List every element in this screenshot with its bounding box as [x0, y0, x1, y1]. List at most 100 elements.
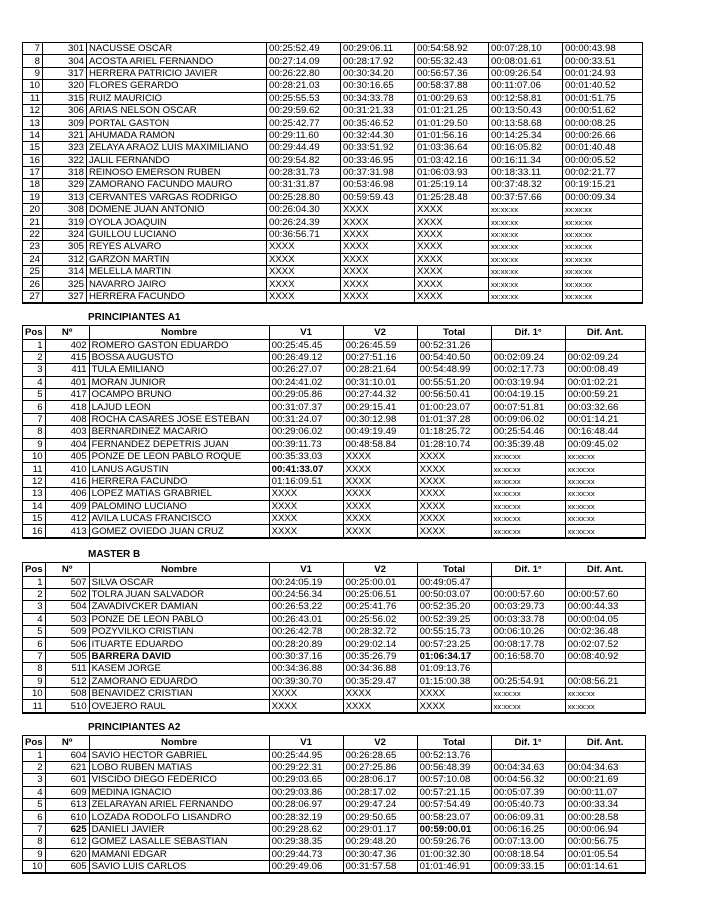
cell-pos: 7 — [22, 41, 43, 56]
cell-pos: 9 — [22, 674, 46, 689]
cell-diff-prev: 00:01:24.93 — [562, 66, 643, 81]
table-row: 22 324 GUILLOU LUCIANO 00:36:56.71 XXXX XXXX x… — [22, 227, 643, 242]
category-title: PRINCIPIANTES A2 — [88, 722, 181, 733]
cell-diff-prev: xx:xx:xx — [562, 289, 643, 304]
cell-number: 324 — [42, 227, 87, 242]
cell-diff-first: 00:04:19.15 — [490, 388, 566, 402]
column-header: Dif. 1° — [490, 562, 566, 577]
cell-diff-first: 00:08:18.54 — [490, 847, 566, 862]
cell-number: 409 — [44, 499, 90, 513]
cell-total: XXXX — [416, 499, 492, 513]
cell-v2: XXXX — [340, 252, 415, 267]
cell-diff-prev: 00:01:40.52 — [562, 79, 643, 93]
cell-pos: 8 — [22, 54, 43, 68]
cell-v2: 00:30:47.36 — [342, 847, 418, 862]
table-row: 6 506 ITUARTE EDUARDO 00:28:20.89 00:29:02.1… — [22, 637, 646, 651]
cell-number: 313 — [42, 190, 87, 205]
table-row: 4 401 MORAN JUNIOR 00:24:41.02 00:31:10.01 00… — [22, 375, 646, 390]
cell-v1: 00:25:44.95 — [268, 748, 344, 762]
cell-diff-prev: 00:00:08.25 — [562, 116, 643, 130]
cell-name: PORTAL GASTON — [86, 116, 267, 130]
cell-diff-prev: 00:03:32.66 — [564, 400, 646, 414]
cell-pos: 12 — [22, 103, 43, 118]
cell-v1: 00:41:33.07 — [268, 462, 344, 476]
cell-pos: 12 — [22, 474, 46, 489]
cell-number: 511 — [44, 662, 90, 676]
cell-v2: 00:35:29.47 — [342, 674, 418, 689]
cell-number: 315 — [42, 91, 87, 105]
cell-v2: 00:29:47.24 — [342, 798, 418, 812]
cell-total: 01:01:37.28 — [416, 412, 492, 427]
table-row: 2 502 TOLRA JUAN SALVADOR 00:24:56.34 00:25:… — [22, 587, 646, 602]
cell-v1: 00:35:33.03 — [268, 449, 344, 464]
cell-diff-prev: 00:16:48.44 — [564, 425, 646, 439]
cell-number: 318 — [42, 165, 87, 180]
column-header: Dif. Ant. — [564, 325, 646, 340]
table-row: 7 301 NACUSSE OSCAR 00:25:52.49 00:29:06.11 0… — [22, 41, 643, 56]
column-header: Nº — [44, 735, 90, 750]
cell-total: 00:50:03.07 — [416, 587, 492, 602]
cell-number: 510 — [44, 699, 90, 714]
cell-number: 403 — [44, 425, 90, 439]
cell-v1: 00:28:21.03 — [266, 79, 341, 93]
cell-name: POZYVILKO CRISTIAN — [88, 625, 270, 639]
cell-number: 415 — [44, 350, 90, 365]
cell-v2: 00:53:46.98 — [340, 178, 415, 192]
cell-pos: 1 — [22, 575, 46, 589]
cell-v1: XXXX — [266, 240, 341, 254]
cell-diff-prev: xx:xx:xx — [562, 265, 643, 279]
header-row: Pos Nº Nombre V1 V2 Total Dif. 1° Dif. Ant. — [22, 562, 646, 577]
column-header: Nº — [44, 325, 90, 340]
cell-name: DOMENE JUAN ANTONIO — [86, 203, 267, 217]
table-row: 3 504 ZAVADIVCKER DAMIAN 00:26:53.22 00:25:4… — [22, 600, 646, 614]
cell-name: LANUS AGUSTIN — [88, 462, 270, 476]
cell-diff-first: xx:xx:xx — [490, 449, 566, 464]
cell-v1: 00:28:31.73 — [266, 165, 341, 180]
cell-total: 00:52:13.76 — [416, 748, 492, 762]
cell-diff-prev: xx:xx:xx — [564, 524, 646, 539]
cell-v1: 00:31:24.07 — [268, 412, 344, 427]
cell-pos: 6 — [22, 637, 46, 651]
cell-total: 00:58:37.88 — [414, 79, 489, 93]
table-row: 11 510 OVEJERO RAUL XXXX XXXX XXXX xx:xx:xx xx:… — [22, 699, 646, 714]
cell-v1: 00:28:20.89 — [268, 637, 344, 651]
cell-total: 00:56:48.39 — [416, 760, 492, 775]
cell-diff-prev: 00:00:44.33 — [564, 600, 646, 614]
cell-diff-first: 00:09:33.15 — [490, 860, 566, 874]
table-row: 3 601 VISCIDO DIEGO FEDERICO 00:29:03.65 00:… — [22, 773, 646, 787]
cell-diff-first — [490, 338, 566, 352]
cell-v2: 00:28:32.72 — [342, 625, 418, 639]
cell-v2: 00:29:50.65 — [342, 810, 418, 824]
cell-v1: XXXX — [268, 511, 344, 526]
cell-v1: XXXX — [266, 289, 341, 304]
table-row: 7 408 ROCHA CASARES JOSE ESTEBAN 00:31:24.0… — [22, 412, 646, 427]
column-header: Nombre — [88, 735, 270, 750]
cell-pos: 10 — [22, 686, 46, 701]
cell-number: 609 — [44, 785, 90, 800]
cell-pos: 25 — [22, 265, 43, 279]
cell-v1: XXXX — [268, 524, 344, 539]
cell-number: 306 — [42, 103, 87, 118]
table-row: 7 625 DANIELI JAVIER 00:29:28.62 00:29:01.17… — [22, 822, 646, 837]
cell-v2: 00:27:51.16 — [342, 350, 418, 365]
cell-v1: 00:25:55.53 — [266, 91, 341, 105]
cell-diff-prev: 00:09:45.02 — [564, 437, 646, 452]
cell-pos: 4 — [22, 785, 46, 800]
cell-diff-first: xx:xx:xx — [490, 474, 566, 489]
cell-number: 605 — [44, 860, 90, 874]
cell-number: 401 — [44, 375, 90, 390]
principiantes-a2-section: PRINCIPIANTES A2 Pos Nº Nombre V1 V2 Total Dif.… — [22, 721, 646, 875]
cell-diff-first: 00:09:06.02 — [490, 412, 566, 427]
cell-pos: 27 — [22, 289, 43, 304]
cell-diff-first: 00:03:19.94 — [490, 375, 566, 390]
cell-pos: 10 — [22, 860, 46, 874]
cell-number: 508 — [44, 686, 90, 701]
cell-diff-first: 00:11:07.06 — [488, 79, 563, 93]
cell-v1: 00:29:06.02 — [268, 425, 344, 439]
cell-v2: 00:30:16.65 — [340, 79, 415, 93]
cell-pos: 8 — [22, 835, 46, 849]
cell-name: ZELARAYAN ARIEL FERNANDO — [88, 798, 270, 812]
cell-v1: 00:29:11.60 — [266, 128, 341, 143]
header-row: Pos Nº Nombre V1 V2 Total Dif. 1° Dif. Ant. — [22, 735, 646, 750]
cell-name: OCAMPO BRUNO — [88, 388, 270, 402]
